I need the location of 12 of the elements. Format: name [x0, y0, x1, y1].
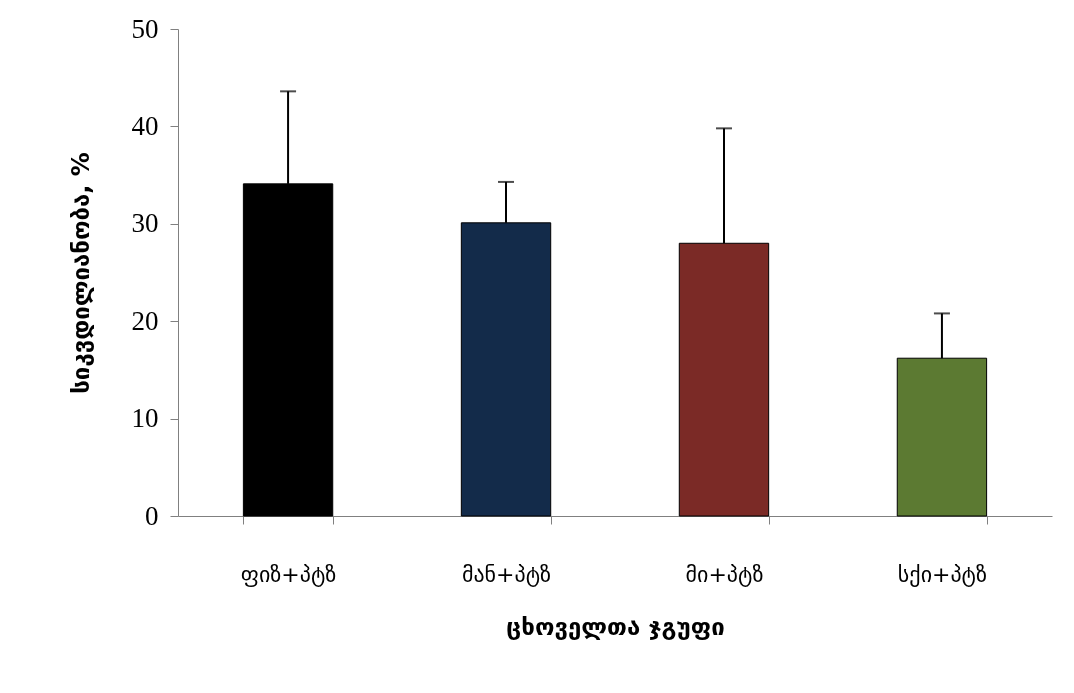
y-tick-label: 40 [131, 110, 159, 141]
x-tick-label: სქი+პტზ [897, 561, 988, 587]
y-tick-label: 30 [131, 208, 159, 239]
y-axis-title: სიკვდილიანობა, % [66, 152, 95, 394]
x-tick-label: ფიზ+პტზ [240, 561, 337, 587]
x-axis-title: ცხოველთა ჯგუფი [506, 612, 725, 641]
y-tick-label: 0 [145, 500, 159, 531]
y-tick-label: 10 [131, 403, 159, 434]
x-tick-label: მი+პტზ [685, 561, 764, 587]
y-tick-label: 20 [131, 305, 159, 336]
y-tick-label: 50 [131, 13, 159, 44]
x-tick-label: მან+პტზ [461, 561, 552, 587]
